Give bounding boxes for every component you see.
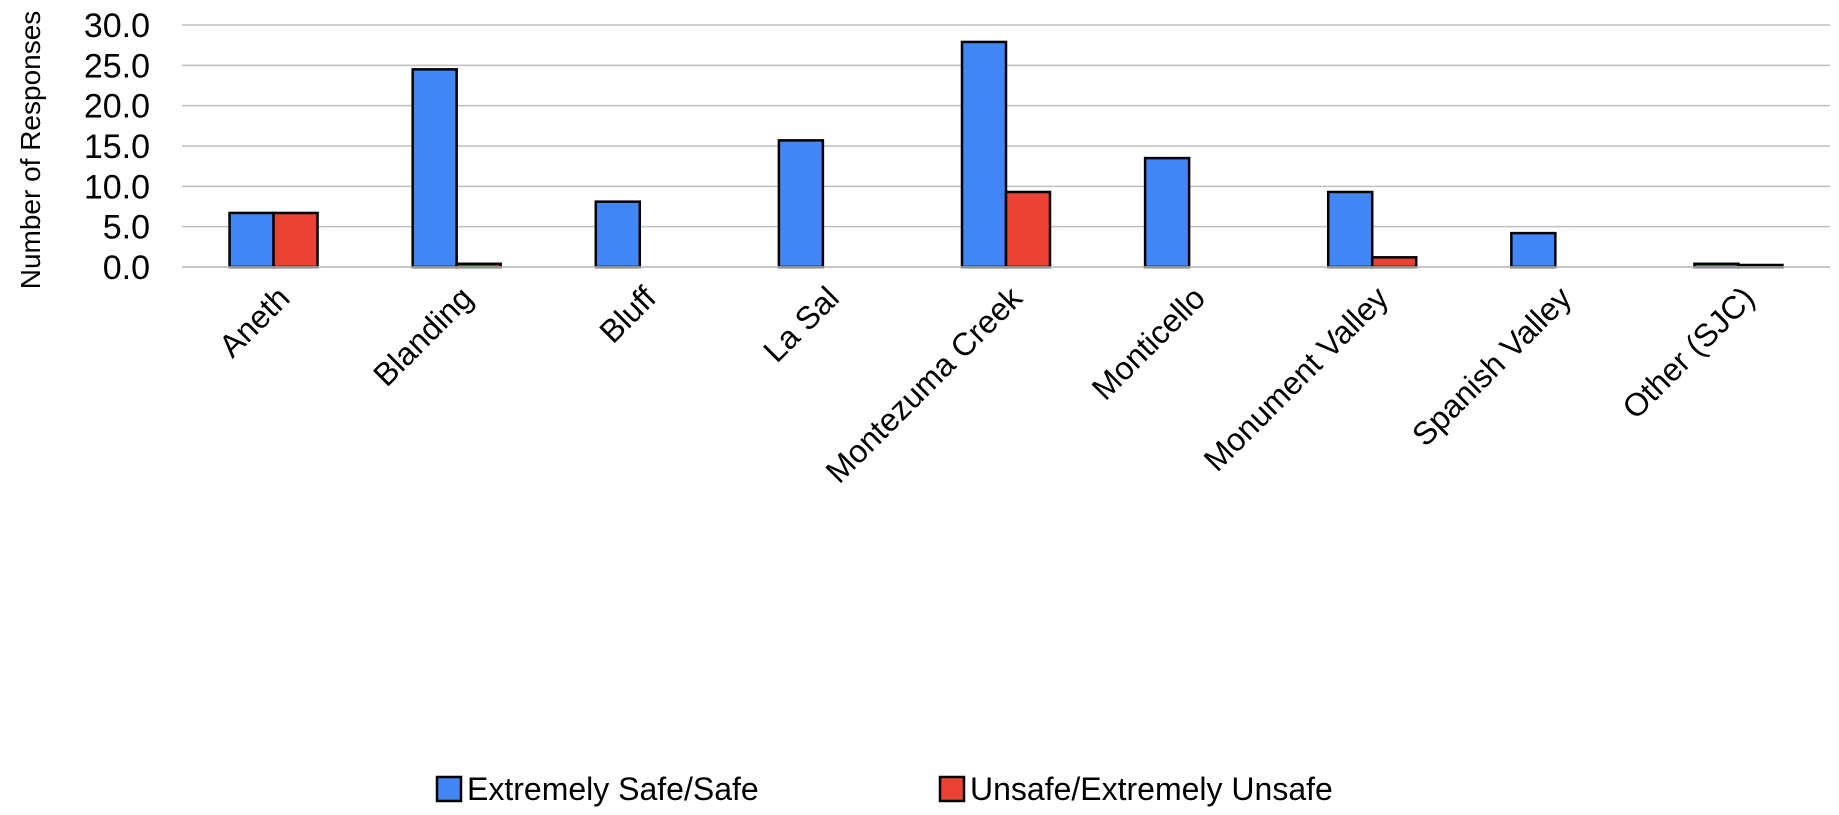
y-tick-label: 25.0 [84,47,150,85]
legend-label: Unsafe/Extremely Unsafe [970,771,1333,807]
x-tick-label: Aneth [212,279,297,364]
bar-safe-4 [960,40,1008,269]
y-tick-label: 20.0 [84,88,150,126]
x-tick-label: Monticello [1085,279,1212,406]
bar-safe-2 [594,200,642,269]
bar-safe-5 [1143,156,1191,269]
y-axis-label: Number of Responses [15,11,46,290]
y-tick-label: 30.0 [84,7,150,45]
legend-swatch [435,775,463,803]
bar-safe-3 [777,139,825,269]
x-tick-label: Spanish Valley [1405,279,1578,452]
bar-unsafe-6 [1370,256,1418,269]
y-tick-label: 0.0 [103,249,150,287]
x-tick-label: Monument Valley [1197,279,1396,478]
bar-safe-0 [228,211,275,269]
y-tick-label: 5.0 [103,209,150,247]
y-tick-labels: 0.05.010.015.020.025.030.0 [84,7,150,287]
x-tick-label: La Sal [756,279,846,369]
bar-unsafe-0 [272,211,319,269]
legend: Extremely Safe/Safe Unsafe/Extremely Unsa… [435,771,1333,807]
x-tick-label: Montezuma Creek [819,279,1030,490]
bar-unsafe-4 [1004,190,1052,269]
bars [228,40,1784,269]
legend-label: Extremely Safe/Safe [467,771,759,807]
x-tick-label: Blanding [366,279,480,393]
bar-safe-6 [1326,190,1374,269]
y-tick-label: 15.0 [84,128,150,166]
x-tick-label: Other (SJC) [1615,279,1761,425]
y-tick-label: 10.0 [84,168,150,206]
bar-safe-1 [411,68,458,269]
legend-swatch [938,775,966,803]
x-tick-label: Bluff [592,279,662,349]
legend-item: Extremely Safe/Safe [435,771,759,807]
bar-safe-7 [1510,231,1557,269]
legend-item: Unsafe/Extremely Unsafe [938,771,1333,807]
